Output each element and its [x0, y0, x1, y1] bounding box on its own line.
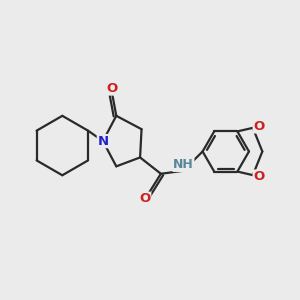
- Text: O: O: [106, 82, 118, 95]
- Text: NH: NH: [173, 158, 194, 171]
- Text: N: N: [98, 135, 109, 148]
- Text: O: O: [253, 170, 264, 183]
- Text: O: O: [253, 120, 264, 133]
- Text: O: O: [140, 192, 151, 205]
